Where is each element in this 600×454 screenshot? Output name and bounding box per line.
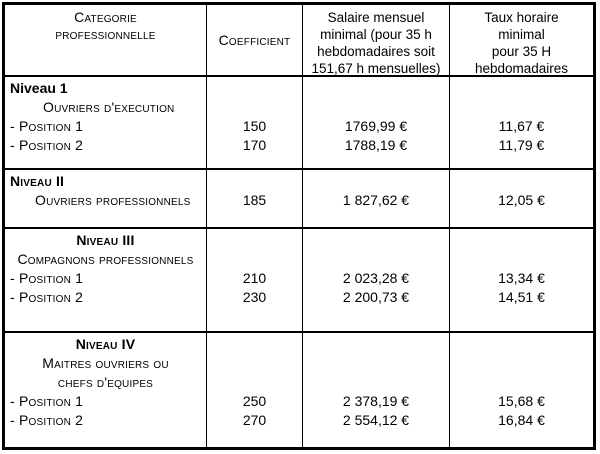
coefficient-value	[207, 172, 302, 191]
header-line: Taux horaire	[484, 10, 559, 25]
salary-value: 1788,19 €	[344, 137, 408, 153]
rate-cell: 13,34 € 14,51 €	[449, 229, 593, 331]
salary-cell: 1 827,62 €	[302, 170, 449, 227]
category-cell: Niveau 1 Ouvriers d'execution - Position 1…	[5, 77, 206, 168]
coefficient-value: 150	[242, 118, 267, 134]
coefficient-value: 270	[242, 412, 267, 428]
rate-value: 16,84 €	[498, 412, 545, 428]
position-label: - Position 1	[10, 270, 84, 286]
salary-value	[303, 231, 449, 250]
salary-grid-table: Categorie professionnelle Coefficient Salai…	[2, 2, 596, 450]
header-line: professionnelle	[55, 26, 156, 42]
salary-value: 2 023,28 €	[342, 270, 410, 286]
salary-value: 2 378,19 €	[342, 393, 410, 409]
category-label: Compagnons professionnels	[17, 251, 194, 267]
coefficient-cell: 185	[206, 170, 302, 227]
rate-value	[450, 373, 593, 392]
header-line: hebdomadaires	[474, 61, 569, 75]
salary-value: 1769,99 €	[344, 118, 408, 134]
level-block-niveau-2: Niveau II Ouvriers professionnels 185 1 827…	[5, 170, 593, 229]
category-label: Ouvriers d'execution	[43, 99, 175, 115]
salary-value	[303, 172, 449, 191]
coefficient-value: 210	[242, 270, 267, 286]
header-line: 151,67 h mensuelles)	[311, 61, 441, 75]
salary-value	[303, 335, 449, 354]
table-header-row: Categorie professionnelle Coefficient Salai…	[5, 5, 593, 77]
rate-value: 13,34 €	[498, 270, 545, 286]
rate-value: 14,51 €	[498, 289, 545, 305]
rate-value	[450, 335, 593, 354]
coefficient-value	[207, 79, 302, 98]
coefficient-value	[207, 98, 302, 117]
salary-cell: 1769,99 € 1788,19 €	[302, 77, 449, 168]
category-cell: Niveau III Compagnons professionnels - Pos…	[5, 229, 206, 331]
salary-value: 1 827,62 €	[342, 192, 410, 208]
rate-cell: 15,68 € 16,84 €	[449, 333, 593, 447]
coefficient-value: 185	[242, 192, 267, 208]
header-cell-coefficient: Coefficient	[206, 5, 302, 75]
rate-value	[450, 172, 593, 191]
header-cell-salaire-mensuel: Salaire mensuel minimal (pour 35 h hebdoma…	[302, 5, 449, 75]
salary-value: 2 554,12 €	[342, 412, 410, 428]
rate-value: 15,68 €	[498, 393, 545, 409]
header-line: minimal	[498, 27, 545, 42]
level-title: Niveau IV	[75, 336, 136, 352]
level-title: Niveau 1	[10, 80, 68, 96]
header-line: minimal (pour 35 h	[320, 27, 432, 42]
coefficient-value	[207, 250, 302, 269]
coefficient-value	[207, 373, 302, 392]
coefficient-value: 170	[242, 137, 267, 153]
rate-value	[450, 231, 593, 250]
coefficient-value	[207, 335, 302, 354]
rate-value: 11,79 €	[498, 137, 545, 153]
header-line: Coefficient	[218, 31, 291, 48]
level-block-niveau-1: Niveau 1 Ouvriers d'execution - Position 1…	[5, 77, 593, 170]
coefficient-cell: 250 270	[206, 333, 302, 447]
level-block-niveau-3: Niveau III Compagnons professionnels - Pos…	[5, 229, 593, 333]
salary-value	[303, 79, 449, 98]
level-block-niveau-4: Niveau IV Maitres ouvriers ou chefs d'equi…	[5, 333, 593, 447]
rate-cell: 12,05 €	[449, 170, 593, 227]
salary-value	[303, 98, 449, 117]
category-label: chefs d'equipes	[57, 374, 154, 390]
header-cell-taux-horaire: Taux horaire minimal pour 35 H hebdomadaire…	[449, 5, 593, 75]
header-line: Categorie	[74, 9, 137, 25]
rate-value	[450, 98, 593, 117]
salary-value	[303, 250, 449, 269]
level-title: Niveau II	[10, 173, 65, 189]
salary-value	[303, 354, 449, 373]
header-line: hebdomadaires soit	[317, 44, 435, 59]
position-label: - Position 1	[10, 118, 84, 134]
coefficient-cell: 210 230	[206, 229, 302, 331]
coefficient-value	[207, 231, 302, 250]
table-body: Niveau 1 Ouvriers d'execution - Position 1…	[5, 77, 593, 447]
coefficient-cell: 150 170	[206, 77, 302, 168]
position-label: - Position 1	[10, 393, 84, 409]
salary-value	[303, 373, 449, 392]
category-cell: Niveau IV Maitres ouvriers ou chefs d'equi…	[5, 333, 206, 447]
rate-value: 12,05 €	[498, 192, 545, 208]
salary-cell: 2 378,19 € 2 554,12 €	[302, 333, 449, 447]
coefficient-value: 230	[242, 289, 267, 305]
rate-value	[450, 354, 593, 373]
category-label: Ouvriers professionnels	[35, 192, 191, 208]
category-cell: Niveau II Ouvriers professionnels	[5, 170, 206, 227]
coefficient-value: 250	[242, 393, 267, 409]
salary-cell: 2 023,28 € 2 200,73 €	[302, 229, 449, 331]
header-line: Salaire mensuel	[327, 10, 425, 25]
position-label: - Position 2	[10, 137, 84, 153]
rate-value	[450, 79, 593, 98]
rate-cell: 11,67 € 11,79 €	[449, 77, 593, 168]
rate-value	[450, 250, 593, 269]
salary-value: 2 200,73 €	[342, 289, 410, 305]
position-label: - Position 2	[10, 412, 84, 428]
position-label: - Position 2	[10, 289, 84, 305]
header-cell-categorie: Categorie professionnelle	[5, 5, 206, 75]
level-title: Niveau III	[76, 232, 135, 248]
rate-value: 11,67 €	[498, 118, 545, 134]
header-line: pour 35 H	[491, 44, 552, 59]
coefficient-value	[207, 354, 302, 373]
category-label: Maitres ouvriers ou	[42, 355, 169, 371]
